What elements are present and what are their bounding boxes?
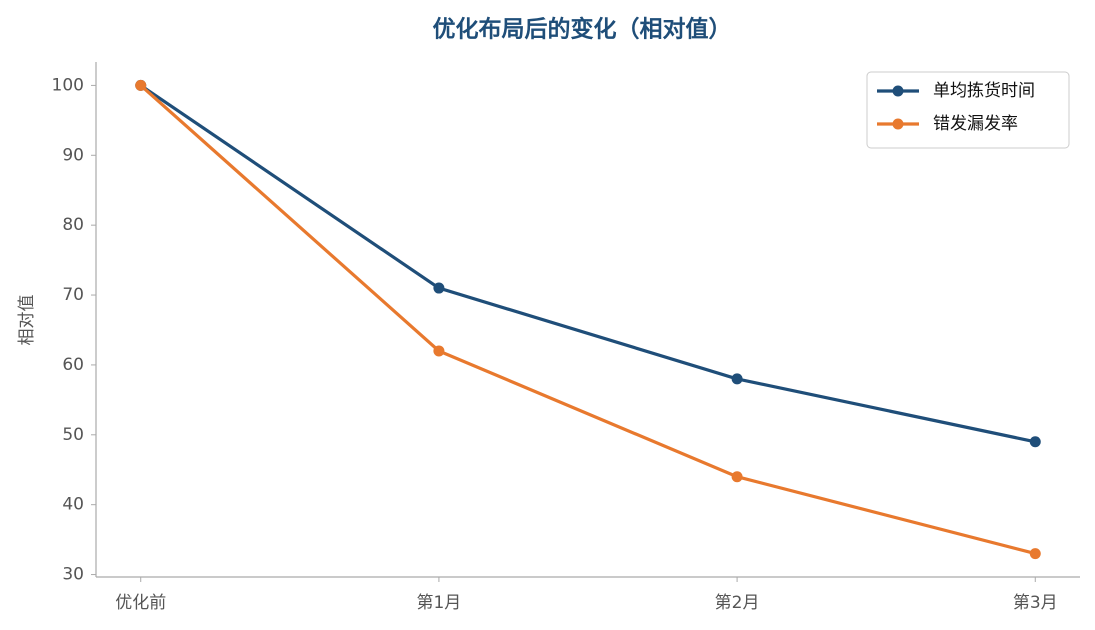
series-marker (1029, 436, 1041, 448)
y-tick-label: 100 (52, 75, 84, 95)
series-marker (433, 345, 445, 357)
x-tick-label: 第1月 (416, 593, 461, 613)
legend-label: 单均拣货时间 (933, 81, 1035, 101)
y-tick-label: 80 (62, 215, 84, 235)
legend-label: 错发漏发率 (933, 114, 1018, 134)
x-tick-label: 优化前 (115, 593, 166, 613)
series-line (139, 84, 1036, 444)
y-tick-label: 30 (62, 565, 84, 585)
y-tick-label: 90 (62, 145, 84, 165)
series-marker (731, 373, 743, 385)
x-tick-label: 第2月 (715, 593, 760, 613)
series-line (139, 84, 1036, 556)
x-tick-label: 第3月 (1013, 593, 1058, 613)
y-axis-label: 相对值 (17, 295, 37, 346)
series-marker (433, 282, 445, 294)
y-tick-label: 70 (62, 285, 84, 305)
chart-title: 优化布局后的变化（相对值） (433, 16, 732, 43)
y-tick-label: 60 (62, 355, 84, 375)
legend-marker (892, 118, 904, 130)
series-marker (135, 79, 147, 91)
y-tick-label: 40 (62, 495, 84, 515)
legend-marker (892, 85, 904, 97)
series-marker (731, 471, 743, 483)
y-tick-label: 50 (62, 425, 84, 445)
series-marker (1029, 548, 1041, 560)
